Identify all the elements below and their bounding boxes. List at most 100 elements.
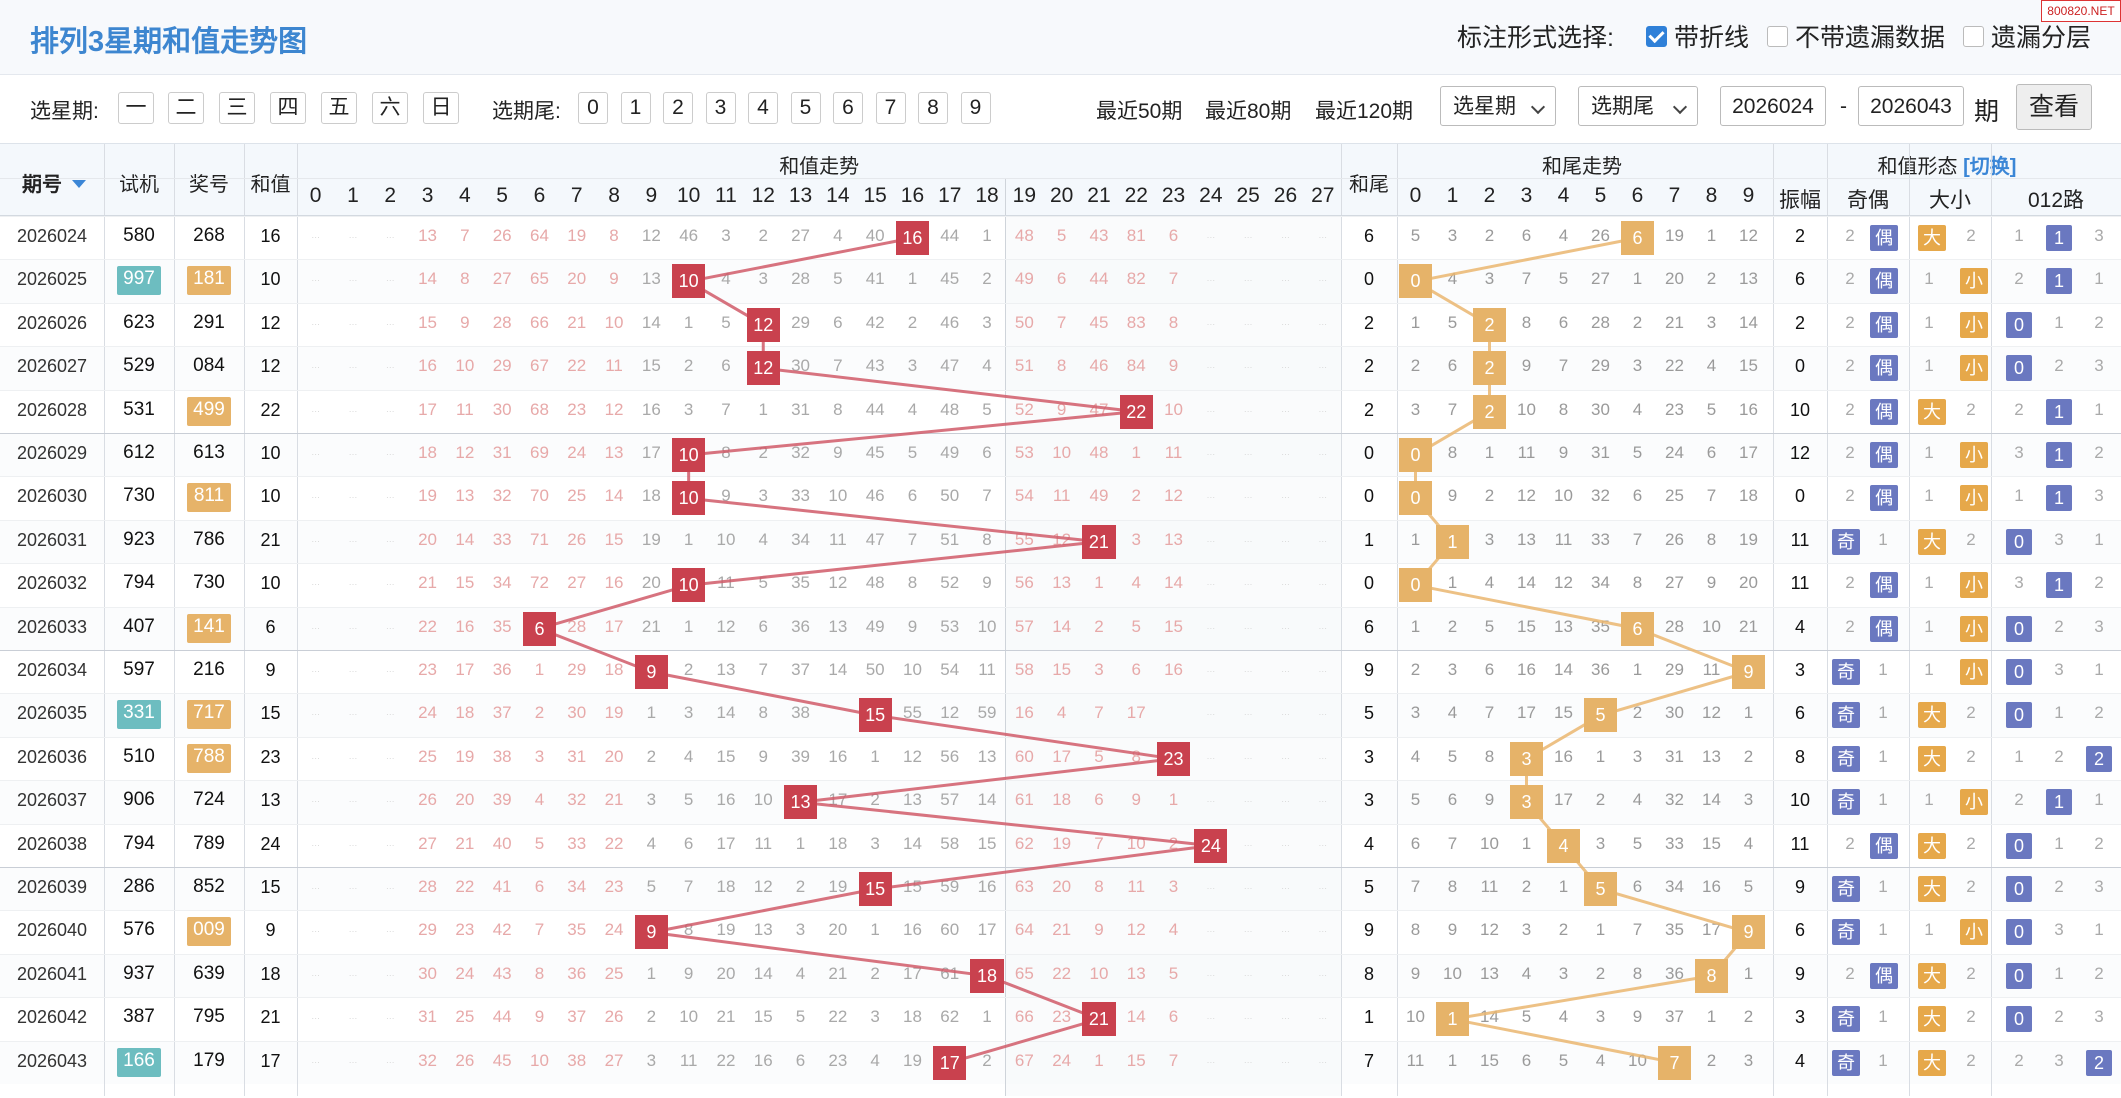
tail-miss: 34 xyxy=(1591,573,1610,593)
sum-miss: 15 xyxy=(418,312,437,332)
from-period-input[interactable]: 2026024 xyxy=(1720,86,1826,126)
tail-button[interactable]: 8 xyxy=(918,92,948,124)
tail-miss: 32 xyxy=(1591,486,1610,506)
tail-miss: 14 xyxy=(1517,573,1536,593)
week-day-button[interactable]: 三 xyxy=(219,92,255,124)
week-day-button[interactable]: 日 xyxy=(423,92,459,124)
sum-miss: 3 xyxy=(870,833,880,853)
tail-button[interactable]: 3 xyxy=(705,92,736,124)
tail-value: 0 xyxy=(1363,269,1374,290)
tail-button[interactable]: 6 xyxy=(833,92,863,124)
odd-even-badge: 偶 xyxy=(1870,615,1898,642)
week-day-button[interactable]: 四 xyxy=(270,92,306,124)
top-bar: 排列3星期和值走势图 标注形式选择: 带折线 不带遗漏数据 遗漏分层 80082… xyxy=(0,0,2121,75)
sum-miss: 17 xyxy=(604,616,624,636)
tail-button[interactable]: 7 xyxy=(875,92,906,124)
week-day-button[interactable]: 五 xyxy=(321,92,357,124)
sum-miss: 24 xyxy=(455,963,475,983)
checkbox-icon[interactable] xyxy=(1962,25,1984,47)
recent-range-link[interactable]: 最近120期 xyxy=(1315,100,1414,123)
tail-miss: 3 xyxy=(1447,660,1458,679)
big-small-other: 2 xyxy=(1966,529,1976,549)
checkbox-icon[interactable] xyxy=(1766,25,1788,47)
sum-col-header: 3 xyxy=(421,184,434,207)
header-period[interactable]: 期号 xyxy=(22,174,62,196)
tail-miss: 2 xyxy=(1521,877,1532,896)
sum-miss: 10 xyxy=(529,1050,549,1070)
tail-button[interactable]: 2 xyxy=(663,92,693,124)
switch-link[interactable]: [切换] xyxy=(1957,156,2017,178)
sum-miss: 6 xyxy=(1168,226,1179,245)
tail-miss: 6 xyxy=(1521,226,1532,245)
tail-select[interactable]: 选期尾 xyxy=(1578,86,1698,126)
week-day-button[interactable]: 六 xyxy=(372,92,408,124)
sum-hit: 15 xyxy=(858,872,892,906)
week-day-button[interactable]: 一 xyxy=(118,92,154,124)
tail-miss: 2 xyxy=(1484,226,1495,245)
sum-miss: 12 xyxy=(455,443,475,462)
week-select[interactable]: 选星期 xyxy=(1440,86,1556,126)
tail-button[interactable]: 9 xyxy=(960,92,991,124)
sum-miss: 44 xyxy=(1089,269,1109,289)
sum-hit: 17 xyxy=(933,1045,967,1080)
sum-miss: 47 xyxy=(940,356,960,376)
sum-miss: 9 xyxy=(1056,399,1067,419)
sum-miss: 2 xyxy=(982,269,992,289)
trial-number: 286 xyxy=(123,876,155,897)
tail-miss: 34 xyxy=(1665,877,1684,896)
sum-miss: 4 xyxy=(1131,573,1141,593)
sort-down-icon[interactable] xyxy=(72,180,86,188)
sum-miss: 31 xyxy=(418,1007,437,1027)
sum-miss: 38 xyxy=(791,703,810,723)
sum-miss: 22 xyxy=(567,356,587,376)
sum-miss: 12 xyxy=(1164,486,1183,506)
option-missing-layer[interactable]: 遗漏分层 xyxy=(1962,18,2091,54)
sum-col-header: 19 xyxy=(1012,184,1037,207)
sum-col-header: 24 xyxy=(1199,184,1223,207)
sum-miss: 3 xyxy=(1131,529,1141,549)
tail-miss: 7 xyxy=(1706,486,1717,506)
week-day-button[interactable]: 二 xyxy=(168,92,204,124)
tail-button[interactable]: 0 xyxy=(578,92,608,124)
sum-miss: 21 xyxy=(828,963,848,983)
recent-range-link[interactable]: 最近50期 xyxy=(1096,100,1183,123)
sum-miss: 2 xyxy=(982,1050,992,1070)
road-other: 1 xyxy=(2094,269,2104,289)
to-period-input[interactable]: 2026043 xyxy=(1858,86,1964,126)
option-no-missing[interactable]: 不带遗漏数据 xyxy=(1766,18,1945,54)
view-button[interactable]: 查看 xyxy=(2016,84,2092,130)
checkbox-checked-icon[interactable] xyxy=(1645,25,1667,47)
road-other: 3 xyxy=(2014,443,2024,462)
sum-miss: 6 xyxy=(683,833,694,853)
tail-miss: 2 xyxy=(1595,790,1606,810)
option-label: 不带遗漏数据 xyxy=(1794,24,1945,52)
recent-range-link[interactable]: 最近80期 xyxy=(1205,100,1292,123)
sum-miss: 71 xyxy=(529,529,549,549)
road-other: 3 xyxy=(2094,356,2104,376)
prize-number: 268 xyxy=(193,225,225,246)
option-with-line[interactable]: 带折线 xyxy=(1645,18,1749,54)
sum-miss: 20 xyxy=(828,920,848,940)
tail-button[interactable]: 1 xyxy=(620,92,651,124)
mark-options: 标注形式选择: 带折线 不带遗漏数据 遗漏分层 xyxy=(1457,18,2091,54)
tail-button[interactable]: 5 xyxy=(790,92,821,124)
big-small-other: 1 xyxy=(1924,443,1934,462)
sum-miss: 34 xyxy=(567,877,587,896)
sum-miss: 3 xyxy=(646,790,657,810)
odd-even-other: 2 xyxy=(1845,269,1855,289)
odd-even-other: 2 xyxy=(1845,356,1855,376)
sum-miss: … xyxy=(1280,1011,1290,1022)
big-small-other: 1 xyxy=(1924,486,1934,506)
tail-button[interactable]: 4 xyxy=(748,92,778,124)
sum-miss: 3 xyxy=(683,703,694,723)
sum-miss: 22 xyxy=(418,616,437,636)
header-prize: 奖号 xyxy=(189,174,229,196)
big-small-badge: 大 xyxy=(1918,745,1946,772)
big-small-other: 1 xyxy=(1924,616,1934,636)
sum-miss: … xyxy=(1318,577,1328,588)
sum-miss: 27 xyxy=(604,1050,624,1070)
big-small-badge: 小 xyxy=(1960,919,1988,946)
road-other: 2 xyxy=(2094,443,2104,462)
sum-miss: 14 xyxy=(641,312,661,332)
sum-miss: 5 xyxy=(1094,746,1104,766)
